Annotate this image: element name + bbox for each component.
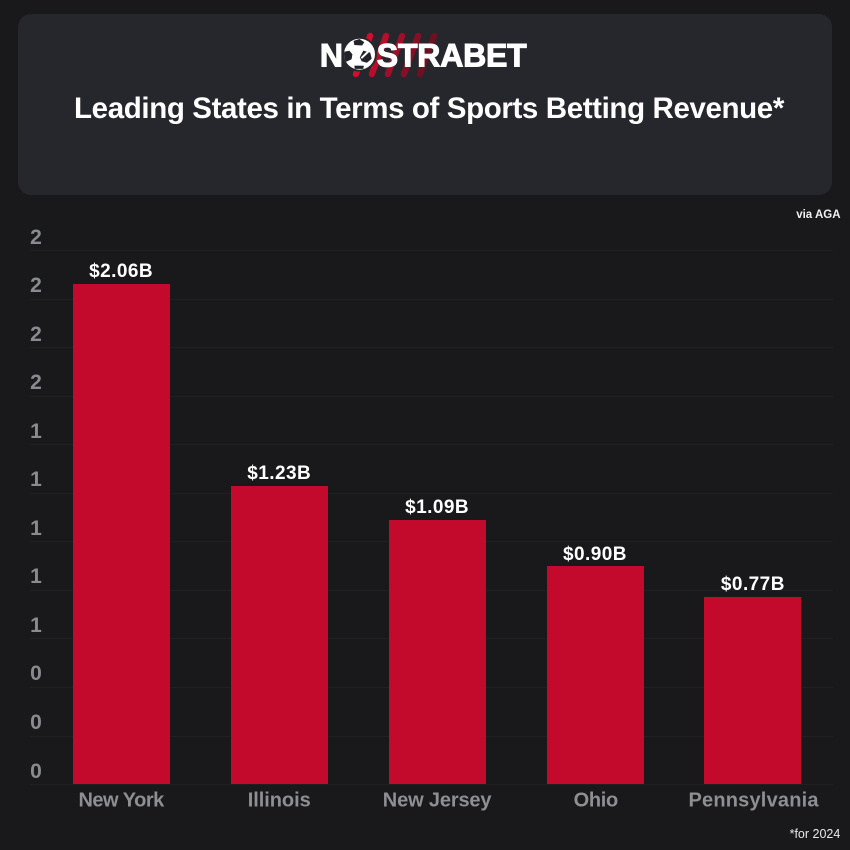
svg-text:N: N <box>320 38 343 74</box>
svg-text:STRABET: STRABET <box>377 38 527 74</box>
